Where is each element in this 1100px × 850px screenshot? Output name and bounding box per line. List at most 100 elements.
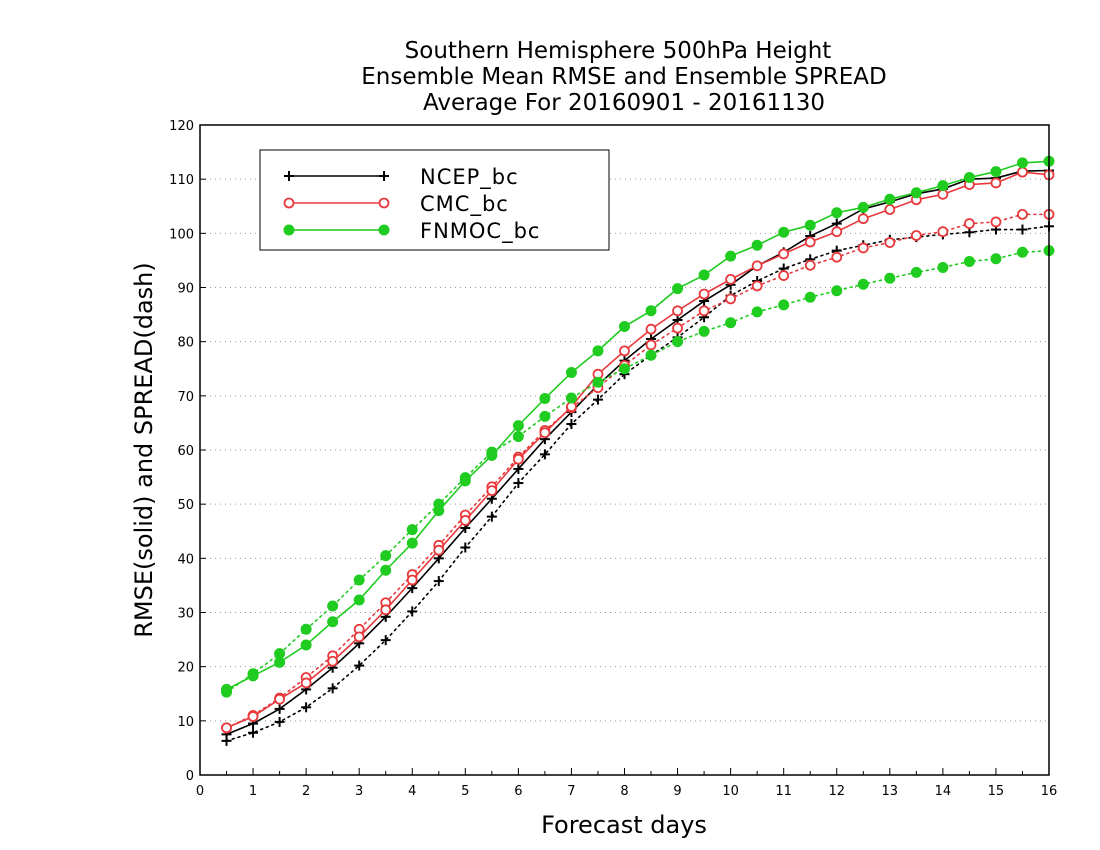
cmc-bc-rmse-point (433, 544, 445, 556)
cmc-bc-rmse-point (539, 427, 551, 439)
fnmoc-bc-rmse-point (645, 305, 657, 317)
cmc-bc-rmse-point (751, 260, 763, 272)
y-tick-label: 80 (177, 336, 194, 351)
fnmoc-bc-rmse-point (778, 226, 790, 238)
cmc-bc-rmse-point (645, 323, 657, 335)
cmc-bc-rmse-point (247, 711, 259, 722)
fnmoc-bc-rmse-point (884, 193, 896, 205)
fnmoc-bc-rmse-point (937, 180, 949, 192)
y-tick-label: 50 (177, 498, 194, 513)
fnmoc-bc-rmse-point (857, 201, 869, 213)
cmc-bc-rmse-point (512, 453, 524, 465)
x-tick-label: 10 (722, 784, 739, 799)
fnmoc-bc-rmse-point (486, 449, 498, 461)
fnmoc-bc-rmse-point (274, 656, 286, 668)
fnmoc-bc-rmse-point (353, 594, 365, 606)
x-tick-label: 2 (302, 784, 310, 799)
y-tick-label: 10 (177, 715, 194, 730)
fnmoc-bc-rmse-point (1016, 157, 1028, 169)
ncep-bc-spread-point (301, 702, 312, 713)
fnmoc-bc-spread-point (565, 392, 577, 404)
fnmoc-bc-spread-point (672, 336, 684, 348)
y-tick-label: 90 (177, 282, 194, 297)
ncep-bc-spread-point (380, 635, 391, 646)
cmc-bc-rmse-point (566, 401, 577, 413)
y-tick-label: 40 (177, 552, 194, 567)
fnmoc-bc-spread-point (857, 278, 869, 290)
legend-marker-start-fnmoc-bc (283, 224, 295, 236)
fnmoc-bc-rmse-point (698, 269, 710, 281)
x-tick-label: 3 (355, 784, 363, 799)
fnmoc-bc-spread-point (327, 600, 339, 612)
chart-title-line-1: Southern Hemisphere 500hPa Height (405, 38, 832, 64)
fnmoc-bc-spread-point (963, 256, 975, 267)
cmc-bc-rmse-point (831, 226, 843, 238)
cmc-bc-rmse-point (406, 574, 418, 586)
fnmoc-bc-spread-point (406, 524, 418, 536)
x-axis-label: Forecast days (541, 811, 707, 839)
x-tick-label: 11 (775, 784, 792, 799)
cmc-bc-spread-point (804, 259, 816, 271)
fnmoc-bc-rmse-point (751, 239, 763, 251)
ncep-bc-spread-point (460, 542, 471, 553)
x-tick-label: 9 (673, 784, 681, 799)
fnmoc-bc-rmse-point (804, 219, 816, 231)
fnmoc-bc-spread-point (751, 306, 763, 318)
fnmoc-bc-rmse-point (539, 393, 551, 405)
cmc-bc-rmse-point (327, 655, 339, 667)
fnmoc-bc-rmse-point (512, 420, 524, 432)
cmc-bc-rmse-point (486, 485, 498, 497)
fnmoc-bc-spread-point (884, 272, 896, 284)
cmc-bc-rmse-point (778, 248, 790, 260)
x-tick-label: 4 (408, 784, 416, 799)
x-tick-label: 8 (620, 784, 628, 799)
chart-title-line-2: Ensemble Mean RMSE and Ensemble SPREAD (361, 64, 886, 90)
y-tick-label: 60 (177, 444, 194, 459)
cmc-bc-rmse-point (353, 631, 365, 643)
legend-label-ncep-bc: NCEP_bc (420, 165, 519, 190)
legend-marker-end-fnmoc-bc (378, 224, 390, 236)
cmc-bc-spread-point (831, 251, 843, 263)
ncep-bc-spread-point (539, 449, 550, 460)
x-tick-label: 7 (567, 784, 575, 799)
fnmoc-bc-spread-point (804, 291, 816, 303)
ncep-bc-spread-point (513, 478, 524, 489)
cmc-bc-spread-point (910, 230, 922, 241)
cmc-bc-spread-point (1017, 208, 1028, 220)
cmc-bc-rmse-point (300, 677, 312, 689)
fnmoc-bc-spread-point (698, 325, 710, 337)
fnmoc-bc-spread-point (380, 550, 392, 562)
fnmoc-bc-spread-point (512, 430, 524, 442)
x-tick-label: 1 (249, 784, 257, 799)
fnmoc-bc-spread-point (831, 285, 843, 297)
fnmoc-bc-rmse-point (300, 639, 312, 651)
chart-title-line-3: Average For 20160901 - 20161130 (423, 90, 825, 116)
cmc-bc-spread-point (725, 293, 737, 305)
fnmoc-bc-spread-point (539, 410, 551, 422)
fnmoc-bc-spread-point (353, 574, 365, 586)
cmc-bc-spread-point (751, 280, 763, 292)
y-tick-label: 120 (169, 119, 194, 134)
fnmoc-bc-spread-point (910, 266, 922, 278)
fnmoc-bc-rmse-point (963, 172, 975, 184)
cmc-bc-rmse-point (672, 305, 683, 317)
y-tick-label: 70 (177, 390, 194, 405)
fnmoc-bc-rmse-point (380, 564, 392, 576)
x-tick-label: 16 (1041, 784, 1058, 799)
ncep-bc-spread-point (486, 511, 497, 522)
x-tick-label: 5 (461, 784, 469, 799)
x-tick-label: 12 (828, 784, 845, 799)
fnmoc-bc-spread-point (645, 349, 657, 361)
cmc-bc-rmse-point (937, 188, 949, 200)
legend-box (259, 149, 610, 251)
cmc-bc-spread-point (937, 226, 949, 238)
cmc-bc-spread-point (698, 305, 710, 317)
fnmoc-bc-spread-point (619, 363, 630, 375)
ncep-bc-spread-point (354, 660, 365, 671)
fnmoc-bc-spread-point (725, 317, 737, 329)
fnmoc-bc-rmse-point (247, 670, 259, 682)
cmc-bc-spread-point (990, 216, 1002, 228)
ncep-bc-spread-point (1017, 224, 1028, 235)
